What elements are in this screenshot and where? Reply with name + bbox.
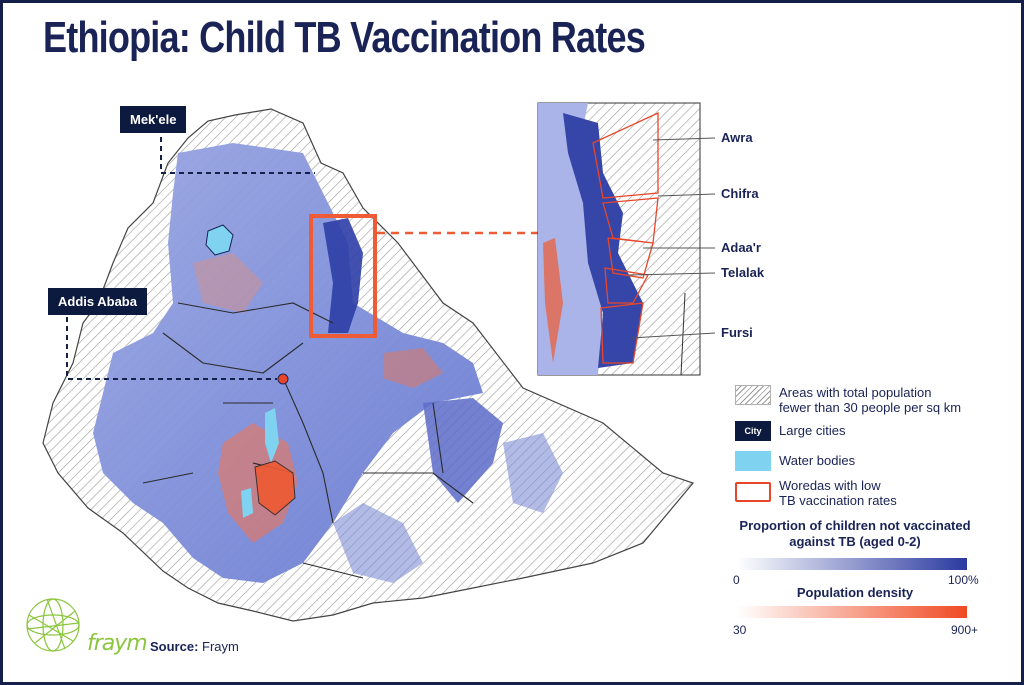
callout-telalak <box>627 272 716 276</box>
dense-cluster-center <box>383 348 443 388</box>
legend-low-population: Areas with total population fewer than 3… <box>735 385 989 415</box>
fraym-globe-icon <box>26 598 80 652</box>
fraym-logo-text: fraym <box>87 631 148 656</box>
inset-label-fursi: Fursi <box>721 325 753 340</box>
inset-callouts <box>627 137 716 339</box>
inset-border <box>680 292 686 375</box>
inset-low-vaccination <box>563 113 643 368</box>
inset-map <box>537 102 716 376</box>
density-scale-bar <box>737 606 967 618</box>
lake-tana <box>205 224 234 256</box>
inset-woreda-outlines <box>592 111 659 364</box>
inset-dense-spots <box>543 238 563 363</box>
city-label-mekele: Mek'ele <box>120 106 187 133</box>
legend-large-cities: City Large cities <box>735 421 989 441</box>
map-title: Ethiopia: Child TB Vaccination Rates <box>43 13 646 62</box>
inset-label-awra: Awra <box>721 130 753 145</box>
callout-fursi <box>630 332 716 339</box>
density-scale-max: 900+ <box>951 623 979 637</box>
legend-water: Water bodies <box>735 451 989 471</box>
addis-leader <box>66 317 277 380</box>
low-vaccination-strip <box>323 218 363 333</box>
ethiopia-map <box>42 108 695 622</box>
vaccination-scale-min: 0 <box>733 573 740 587</box>
callout-awra <box>652 137 716 141</box>
inset-label-chifra: Chifra <box>721 186 759 201</box>
callout-chifra <box>657 193 716 197</box>
source-value: Fraym <box>202 639 239 654</box>
woreda-swatch <box>735 482 771 502</box>
density-scale-title: Population density <box>796 585 914 600</box>
source-label: Source: <box>150 639 199 654</box>
dense-cluster-north <box>193 253 263 313</box>
legend-woredas: Woredas with low TB vaccination rates <box>735 478 989 508</box>
hatch-swatch <box>735 385 771 405</box>
city-label-addis-ababa: Addis Ababa <box>48 288 147 315</box>
vaccination-scale-max: 100% <box>948 573 979 587</box>
mekele-leader <box>160 137 315 174</box>
low-vaccination-woreda <box>254 460 296 516</box>
vaccination-scale-title: Proportion of children not vaccinated ag… <box>739 518 971 549</box>
inset-label-adaar: Adaa'r <box>721 240 761 255</box>
source-credit: Source: Fraym <box>150 639 239 654</box>
vaccination-scale-bar <box>737 558 967 570</box>
rift-lakes <box>265 408 279 463</box>
density-scale-min: 30 <box>733 623 747 637</box>
populated-south-strip <box>333 503 423 583</box>
highlight-box <box>309 214 377 338</box>
legend-low-population-text: Areas with total population fewer than 3… <box>779 385 962 415</box>
city-swatch: City <box>735 421 771 441</box>
map-canvas <box>26 102 716 652</box>
southern-lake <box>241 488 253 518</box>
addis-ababa-marker <box>277 373 289 385</box>
legend-woredas-text: Woredas with low TB vaccination rates <box>779 478 897 508</box>
water-swatch <box>735 451 771 471</box>
populated-east-strip <box>503 433 563 513</box>
legend-water-text: Water bodies <box>779 453 856 468</box>
populated-east <box>423 398 503 503</box>
inset-label-telalak: Telalak <box>721 265 765 280</box>
legend-large-cities-text: Large cities <box>779 423 846 438</box>
